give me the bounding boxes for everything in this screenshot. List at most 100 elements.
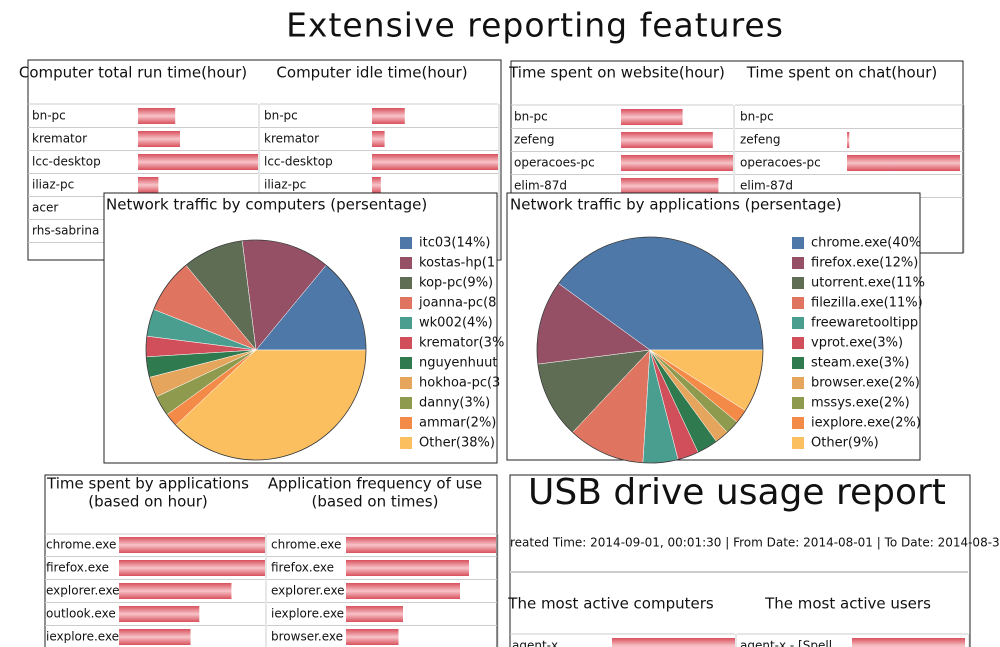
row-name: bn-pc <box>32 109 66 123</box>
bar <box>346 537 496 553</box>
pie-outline <box>145 239 367 461</box>
legend-swatch <box>400 257 412 269</box>
row-name: chrome.exe <box>46 538 116 552</box>
legend-label: kremator(3% <box>419 336 504 351</box>
column-header: Computer total run time(hour) <box>19 64 247 82</box>
row-name: outlook.exe <box>46 607 116 621</box>
legend-swatch <box>792 357 804 369</box>
legend-label: Other(38%) <box>419 436 495 451</box>
legend-swatch <box>792 257 804 269</box>
legend-label: kostas-hp(1 <box>419 256 495 271</box>
bar <box>621 178 719 194</box>
row-name: chrome.exe <box>271 538 341 552</box>
legend-label: vprot.exe(3%) <box>811 336 903 351</box>
legend-swatch <box>792 297 804 309</box>
legend-label: mssys.exe(2%) <box>811 396 910 411</box>
bar <box>119 606 200 622</box>
legend-label: freewaretooltipp <box>811 316 918 331</box>
row-name: zefeng <box>740 133 781 147</box>
row-name: rhs-sabrina <box>32 224 99 238</box>
legend-label: chrome.exe(40% <box>811 236 921 251</box>
row-name: iliaz-pc <box>32 178 74 192</box>
row-name: kremator <box>264 132 319 146</box>
legend-swatch <box>400 237 412 249</box>
bar <box>346 583 460 599</box>
chart-title: Network traffic by computers (persentage… <box>106 196 427 214</box>
legend-label: filezilla.exe(11%) <box>811 296 923 311</box>
row-name: firefox.exe <box>46 561 109 575</box>
row-name: agent-x <box>512 639 558 647</box>
bar <box>621 132 713 148</box>
column-header: The most active computers <box>507 595 714 613</box>
bar <box>372 108 405 124</box>
bar <box>621 155 733 171</box>
column-header: The most active users <box>764 595 931 613</box>
column-header: (based on times) <box>312 493 439 511</box>
row-name: zefeng <box>514 133 555 147</box>
legend-swatch <box>400 337 412 349</box>
legend-swatch <box>792 397 804 409</box>
bar <box>138 177 159 193</box>
legend-label: kop-pc(9%) <box>419 276 493 291</box>
bar <box>847 155 960 171</box>
legend-swatch <box>400 377 412 389</box>
legend-label: joanna-pc(8 <box>418 296 496 311</box>
legend-swatch <box>792 277 804 289</box>
usb-subtitle: reated Time: 2014-09-01, 00:01:30 | From… <box>510 536 1000 550</box>
usb-title: USB drive usage report <box>528 472 946 513</box>
bar <box>138 108 176 124</box>
bar <box>119 583 232 599</box>
legend-swatch <box>400 297 412 309</box>
column-header: Time spent by applications <box>46 475 249 493</box>
row-name: operacoes-pc <box>740 156 821 170</box>
column-header: Time spent on website(hour) <box>508 64 725 82</box>
row-name: iexplore.exe <box>271 607 344 621</box>
legend-label: wk002(4%) <box>419 316 493 331</box>
legend-label: ammar(2%) <box>419 416 496 431</box>
bar <box>612 638 735 647</box>
row-name: browser.exe <box>271 630 343 644</box>
bar <box>346 629 399 645</box>
row-name: acer <box>32 201 58 215</box>
bar <box>852 638 965 647</box>
legend-label: hokhoa-pc(3 <box>419 376 500 391</box>
panel <box>509 474 971 647</box>
legend-label: firefox.exe(12%) <box>811 256 918 271</box>
legend-swatch <box>792 237 804 249</box>
row-name: iexplore.exe <box>46 630 119 644</box>
bar <box>372 131 385 147</box>
row-name: elim-87d <box>514 179 567 193</box>
bar <box>847 132 850 148</box>
pie-outline <box>536 236 764 464</box>
bar <box>621 109 683 125</box>
legend-swatch <box>792 337 804 349</box>
legend-label: browser.exe(2%) <box>811 376 920 391</box>
row-name: explorer.exe <box>271 584 345 598</box>
column-header: Time spent on chat(hour) <box>746 64 938 82</box>
chart-title: Network traffic by applications (persent… <box>510 196 842 214</box>
bar <box>119 560 265 576</box>
row-name: bn-pc <box>514 110 548 124</box>
legend-label: steam.exe(3%) <box>811 356 909 371</box>
legend-swatch <box>792 417 804 429</box>
row-name: iliaz-pc <box>264 178 306 192</box>
column-header: Application frequency of use <box>268 475 482 493</box>
legend-swatch <box>400 397 412 409</box>
bar <box>119 537 265 553</box>
row-name: lcc-desktop <box>32 155 101 169</box>
row-name: bn-pc <box>740 110 774 124</box>
column-header: (based on hour) <box>88 493 208 511</box>
bar <box>372 177 381 193</box>
bar <box>346 560 469 576</box>
page-title: Extensive reporting features <box>286 6 784 45</box>
row-name: kremator <box>32 132 87 146</box>
legend-swatch <box>400 357 412 369</box>
legend-swatch <box>400 277 412 289</box>
row-name: operacoes-pc <box>514 156 595 170</box>
legend-label: itc03(14%) <box>419 236 490 251</box>
bar <box>138 154 258 170</box>
legend-swatch <box>792 377 804 389</box>
legend-label: danny(3%) <box>419 396 490 411</box>
row-name: bn-pc <box>264 109 298 123</box>
